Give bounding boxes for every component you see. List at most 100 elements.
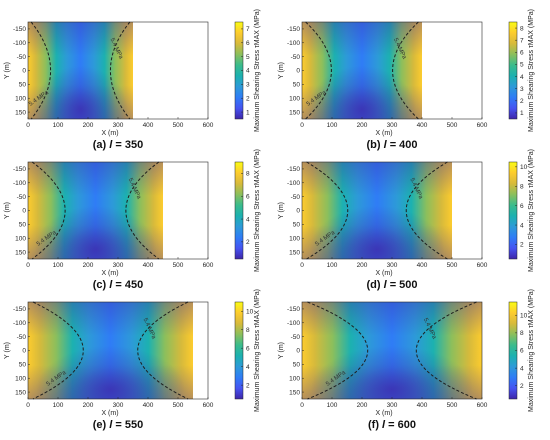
panel-caption: (b) l = 400	[366, 139, 417, 151]
panel-caption-label: (a)	[93, 139, 110, 151]
y-tick-label: 100	[15, 375, 26, 382]
contour-line-right	[110, 21, 131, 120]
colorbar-tick-label: 8	[246, 327, 250, 334]
x-axis-label: X (m)	[101, 130, 118, 137]
x-tick-label: 100	[53, 262, 64, 269]
y-tick-label: -50	[17, 194, 27, 201]
y-tick-label: 150	[15, 109, 26, 116]
y-tick-label: 150	[289, 109, 300, 116]
y-tick-label: -150	[13, 26, 26, 33]
x-tick-label: 0	[26, 122, 30, 129]
panel-caption-variable: l	[382, 419, 386, 431]
colorbar-tick-label: 2	[520, 383, 524, 390]
y-tick-label: -50	[291, 54, 301, 61]
x-tick-label: 500	[173, 122, 184, 129]
contour-line-right	[137, 301, 189, 400]
contour-line-left	[307, 301, 368, 400]
colorbar-tick-label: 4	[246, 364, 250, 371]
colorbar-tick-label: 6	[520, 348, 524, 355]
colorbar-tick-label: 2	[246, 382, 250, 389]
y-tick-label: 150	[289, 389, 300, 396]
colorbar-tick-label: 2	[520, 98, 524, 105]
colorbar-tick-label: 4	[520, 222, 524, 229]
contour-line-left	[306, 161, 349, 260]
y-tick-label: 100	[289, 235, 300, 242]
y-tick-label: -150	[13, 166, 26, 173]
colorbar-tick-label: 6	[520, 203, 524, 210]
y-tick-label: -50	[17, 54, 27, 61]
heatmap-field	[302, 22, 422, 119]
heatmap-field	[28, 22, 133, 119]
y-tick-label: 100	[15, 235, 26, 242]
y-tick-label: -50	[291, 334, 301, 341]
y-tick-label: 50	[19, 82, 27, 89]
x-tick-label: 200	[83, 402, 94, 409]
y-tick-label: -150	[287, 166, 300, 173]
y-tick-label: 150	[15, 389, 26, 396]
x-tick-label: 300	[387, 402, 398, 409]
panel-caption-label: (c)	[93, 279, 110, 291]
heatmap-field	[302, 162, 452, 259]
y-tick-label: -150	[287, 306, 300, 313]
contour-line-left	[305, 21, 332, 120]
panel-caption: (e) l = 550	[93, 419, 143, 431]
contour-line-left	[30, 21, 51, 120]
colorbar-tick-label: 1	[520, 110, 524, 117]
panel-caption: (f) l = 600	[368, 419, 416, 431]
x-tick-label: 600	[477, 262, 488, 269]
contour-line-right	[392, 21, 419, 120]
x-tick-label: 600	[477, 122, 488, 129]
y-axis-label: Y (m)	[278, 342, 285, 359]
colorbar-tick-label: 10	[246, 308, 254, 315]
x-axis-label: X (m)	[101, 410, 118, 417]
x-tick-label: 300	[387, 262, 398, 269]
x-tick-label: 100	[53, 402, 64, 409]
x-tick-label: 500	[447, 402, 458, 409]
x-tick-label: 600	[203, 122, 214, 129]
heatmap-field	[302, 302, 482, 399]
x-tick-label: 100	[53, 122, 64, 129]
x-axis-label: X (m)	[375, 130, 392, 137]
panel-caption-label: (b)	[366, 139, 383, 151]
y-tick-label: 50	[293, 362, 301, 369]
contour-line-left	[31, 161, 66, 260]
colorbar	[508, 161, 518, 260]
colorbar-tick-label: 2	[520, 242, 524, 249]
x-tick-label: 300	[387, 122, 398, 129]
colorbar-label: Maximum Shearing Stress τMAX (MPa)	[528, 9, 535, 132]
y-tick-label: -100	[13, 180, 26, 187]
colorbar-tick-label: 8	[520, 183, 524, 190]
colorbar-tick-label: 2	[246, 95, 250, 102]
x-tick-label: 600	[203, 262, 214, 269]
y-tick-label: 100	[289, 95, 300, 102]
colorbar-label: Maximum Shearing Stress τMAX (MPa)	[528, 289, 535, 412]
x-tick-label: 100	[327, 262, 338, 269]
panel-caption-label: (e)	[93, 419, 110, 431]
panel-caption-variable: l	[109, 139, 113, 151]
y-tick-label: -100	[287, 40, 300, 47]
contour-line-left	[32, 301, 84, 400]
colorbar-tick-label: 3	[246, 82, 250, 89]
y-tick-label: 0	[296, 208, 300, 215]
panel-caption-value: = 400	[387, 139, 418, 151]
y-axis-label: Y (m)	[4, 202, 11, 219]
colorbar-tick-label: 2	[246, 239, 250, 246]
x-tick-label: 400	[143, 402, 154, 409]
y-axis-label: Y (m)	[4, 342, 11, 359]
x-tick-label: 200	[357, 122, 368, 129]
colorbar	[234, 161, 244, 260]
x-tick-label: 200	[357, 262, 368, 269]
y-tick-label: -150	[13, 306, 26, 313]
panel-caption-label: (d)	[366, 279, 383, 291]
panel-caption-value: = 350	[112, 139, 143, 151]
x-tick-label: 200	[83, 122, 94, 129]
x-tick-label: 400	[417, 402, 428, 409]
colorbar-tick-label: 6	[246, 345, 250, 352]
contour-line-right	[125, 161, 160, 260]
x-tick-label: 600	[477, 402, 488, 409]
x-tick-label: 300	[113, 402, 124, 409]
